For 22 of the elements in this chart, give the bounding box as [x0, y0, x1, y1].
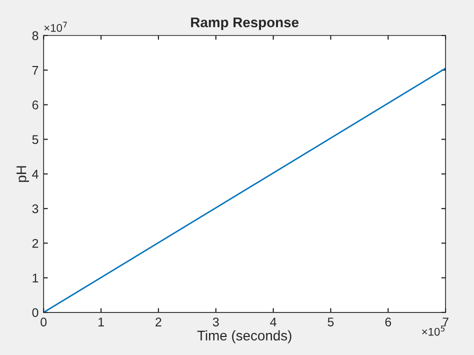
y-tick-label: 4 [32, 170, 38, 178]
x-tick-label: 2 [156, 318, 162, 326]
x-axis-title: Time (seconds) [197, 330, 292, 344]
y-tick-label: 6 [32, 100, 38, 110]
x-tick-label: 4 [270, 318, 276, 326]
y-tick-label: 5 [32, 135, 38, 144]
y-tick-label: 8 [32, 31, 38, 40]
y-tick-label: 3 [32, 204, 38, 214]
x-tick-label: 5 [328, 318, 334, 326]
x-tick-label: 3 [212, 318, 219, 326]
chart-title: Ramp Response [191, 18, 299, 30]
text: ×10$^{7}$ [44, 22, 67, 32]
y-tick-label: 1 [32, 274, 38, 282]
x-tick-label: 0 [40, 318, 47, 326]
y-tick-label: 7 [32, 66, 38, 75]
y-tick-label: 2 [32, 238, 38, 248]
x-tick-label: 7 [442, 318, 448, 326]
x-tick-label: 1 [98, 318, 104, 326]
x-tick-label: 6 [385, 318, 392, 326]
y-axis-title: pH [16, 166, 30, 182]
y-tick-label: 0 [32, 308, 38, 318]
text: ×10$^{5}$ [422, 326, 445, 336]
